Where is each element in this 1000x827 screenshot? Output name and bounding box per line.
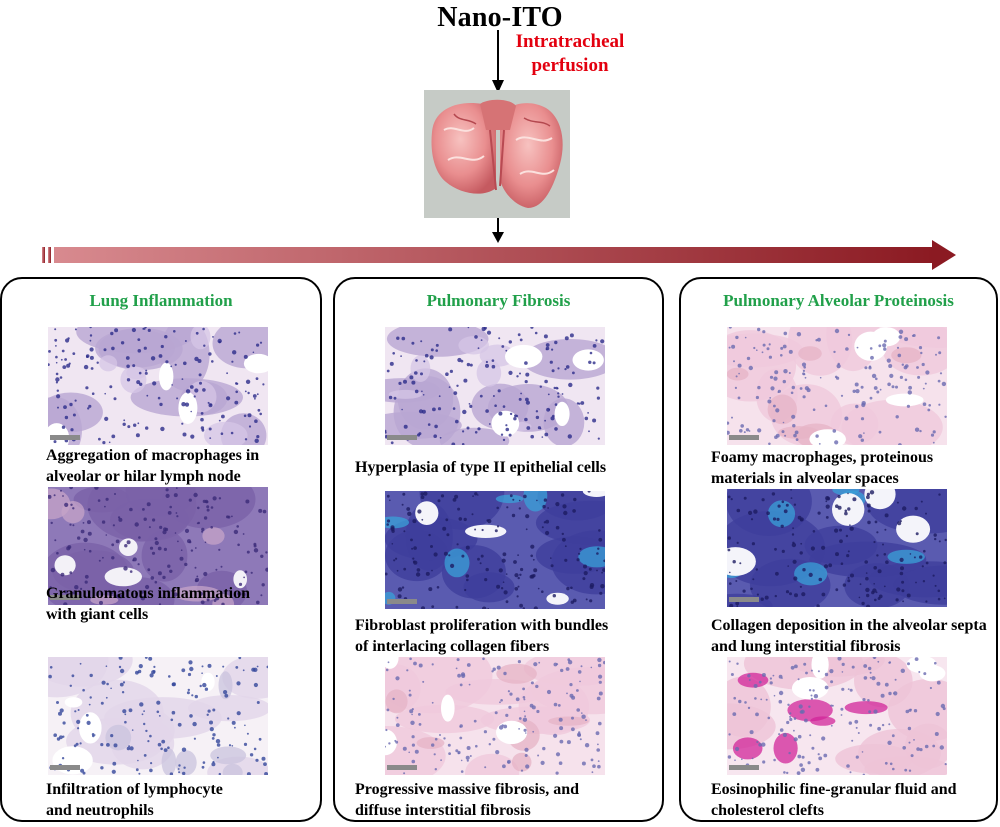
scale-bar — [50, 595, 80, 600]
histology-image — [727, 327, 947, 445]
image-caption: Aggregation of macrophages in alveolar or… — [46, 445, 259, 487]
histology-texture — [48, 657, 268, 775]
caption-line: alveolar or hilar lymph node — [46, 468, 241, 485]
scale-bar — [387, 765, 417, 770]
caption-line: cholesterol clefts — [711, 802, 824, 819]
histology-image — [48, 657, 268, 775]
caption-line: Fibroblast proliferation with bundles — [355, 617, 609, 634]
caption-line: Collagen deposition in the alveolar sept… — [711, 617, 987, 634]
image-caption: Foamy macrophages, proteinous materials i… — [711, 447, 933, 489]
caption-line: Eosinophilic fine-granular fluid and — [711, 781, 957, 798]
histology-image — [48, 327, 268, 445]
route-label-line-2: perfusion — [531, 55, 609, 76]
route-label: Intratracheal perfusion — [505, 30, 635, 78]
panel-title: Lung Inflammation — [89, 291, 233, 310]
histology-image — [727, 489, 947, 607]
caption-line: Progressive massive fibrosis, and — [355, 781, 580, 798]
scale-bar — [729, 765, 759, 770]
histology-texture — [385, 327, 605, 445]
progression-arrow — [42, 240, 956, 270]
caption-line: of interlacing collagen fibers — [355, 638, 550, 655]
lung-photo — [424, 90, 570, 218]
scale-bar — [729, 435, 759, 440]
caption-line: and neutrophils — [46, 802, 154, 819]
histology-texture — [727, 327, 947, 445]
scale-bar — [729, 597, 759, 602]
histology-texture — [385, 491, 605, 609]
histology-image — [727, 657, 947, 775]
caption-line: Foamy macrophages, proteinous — [711, 449, 934, 466]
histology-image — [385, 491, 605, 609]
histology-texture — [727, 489, 947, 607]
caption-line: and lung interstitial fibrosis — [711, 638, 901, 655]
histology-texture — [48, 487, 268, 605]
scale-bar — [50, 435, 80, 440]
panel-pulmonary-fibrosis: Pulmonary Fibrosis Hyperplasia of type II… — [333, 277, 664, 822]
image-caption: Collagen deposition in the alveolar sept… — [711, 615, 987, 657]
arrow-down-icon — [492, 218, 504, 243]
caption-line: Granulomatous inflammation — [46, 585, 251, 602]
scale-bar — [387, 599, 417, 604]
histology-texture — [48, 327, 268, 445]
diagram-title: Nano-ITO — [437, 2, 563, 33]
panel-pulmonary-alveolar-proteinosis: Pulmonary Alveolar Proteinosis Foamy macr… — [679, 277, 998, 822]
caption-line: diffuse interstitial fibrosis — [355, 802, 531, 819]
histology-image — [48, 487, 268, 605]
caption-line: Aggregation of macrophages in — [46, 447, 260, 464]
image-caption: Eosinophilic fine-granular fluid and chol… — [711, 779, 957, 821]
image-caption: Progressive massive fibrosis, and diffuse… — [355, 779, 579, 821]
scale-bar — [50, 765, 80, 770]
histology-texture — [385, 657, 605, 775]
panel-title: Pulmonary Alveolar Proteinosis — [723, 291, 954, 310]
caption-line: Hyperplasia of type II epithelial cells — [355, 459, 607, 476]
histology-image — [385, 327, 605, 445]
image-caption: Fibroblast proliferation with bundles of … — [355, 615, 608, 657]
caption-line: with giant cells — [46, 606, 149, 623]
scale-bar — [387, 435, 417, 440]
image-caption: Infiltration of lymphocyte and neutrophil… — [46, 779, 223, 821]
caption-line: Infiltration of lymphocyte — [46, 781, 223, 798]
image-caption: Hyperplasia of type II epithelial cells — [355, 457, 606, 478]
histology-texture — [727, 657, 947, 775]
image-caption: Granulomatous inflammation with giant cel… — [46, 583, 250, 625]
caption-line: materials in alveolar spaces — [711, 470, 899, 487]
route-label-line-1: Intratracheal — [515, 31, 625, 52]
histology-image — [385, 657, 605, 775]
lung-illustration — [431, 99, 563, 208]
arrow-down-icon — [492, 30, 504, 93]
panel-lung-inflammation: Lung Inflammation Aggregation of macropha… — [0, 277, 322, 822]
panel-title: Pulmonary Fibrosis — [426, 291, 571, 310]
